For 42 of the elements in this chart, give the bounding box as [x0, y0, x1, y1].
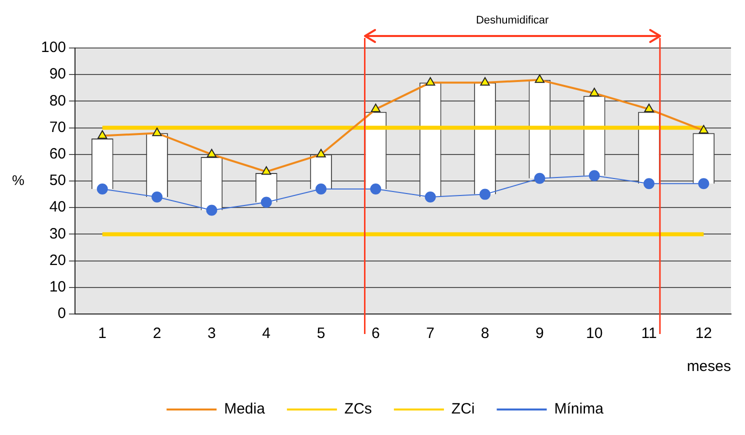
point [644, 178, 655, 190]
point [698, 178, 710, 190]
legend-label: Mínima [554, 400, 604, 418]
x-tick-label: 4 [262, 325, 271, 342]
x-tick-label: 11 [641, 325, 657, 342]
y-tick-label: 90 [49, 66, 66, 83]
x-tick-label: 10 [586, 325, 603, 342]
y-tick-label: 40 [49, 198, 66, 216]
x-tick-label: 12 [695, 325, 712, 342]
y-tick-label: 30 [49, 225, 66, 242]
text: Deshumidificar [476, 14, 550, 27]
point [370, 183, 382, 194]
point [588, 170, 600, 182]
point [96, 183, 108, 194]
legend-label: Media [224, 400, 266, 418]
y-tick-label: 80 [49, 92, 66, 110]
y-axis-title: % [12, 172, 24, 188]
y-tick-label: 20 [49, 252, 66, 269]
x-tick-label: 5 [316, 325, 326, 342]
x-axis-title: meses [686, 358, 731, 376]
y-tick-label: 10 [49, 278, 66, 296]
y-tick-label: 100 [40, 39, 66, 56]
point [206, 204, 218, 216]
y-tick-label: 0 [58, 305, 66, 322]
legend-label: ZCi [451, 400, 475, 418]
x-tick-label: 2 [152, 325, 162, 342]
y-tick-label: 70 [49, 118, 66, 136]
point [424, 191, 436, 202]
x-tick-label: 3 [208, 325, 216, 342]
y-tick-label: 60 [49, 146, 66, 163]
point [152, 191, 163, 202]
x-tick-label: 6 [372, 325, 380, 342]
x-tick-label: 7 [426, 325, 435, 342]
point [260, 196, 272, 208]
point [480, 188, 491, 200]
point [534, 172, 546, 184]
x-tick-label: 8 [480, 325, 490, 342]
x-tick-label: 9 [536, 325, 544, 342]
legend-label: ZCs [344, 400, 372, 418]
point [316, 183, 327, 194]
x-tick-label: 1 [98, 325, 107, 342]
y-tick-label: 50 [49, 172, 66, 190]
